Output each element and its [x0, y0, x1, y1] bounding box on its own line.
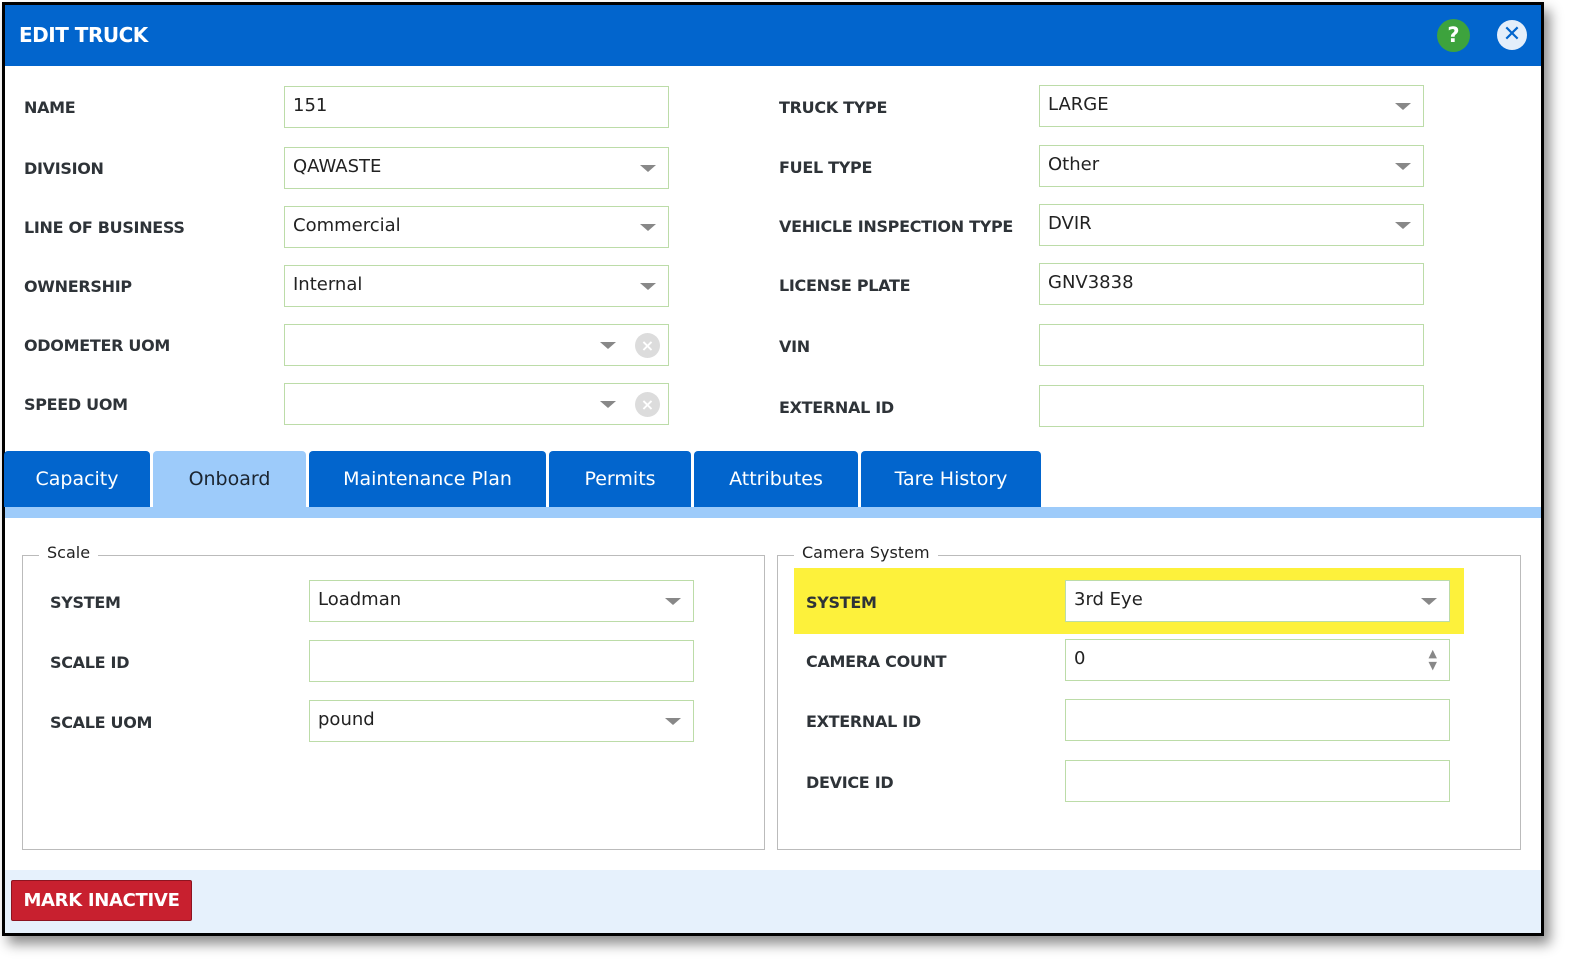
mark-inactive-button[interactable]: MARK INACTIVE	[11, 880, 192, 921]
chevron-down-icon[interactable]	[1421, 598, 1437, 605]
device-id-input[interactable]	[1065, 760, 1450, 802]
chevron-down-icon[interactable]	[640, 165, 656, 172]
field-value: Other	[1048, 154, 1100, 175]
line-of-business-label: LINE OF BUSINESS	[24, 218, 185, 237]
tab-attributes[interactable]: Attributes	[694, 451, 858, 507]
fuel-type-label: FUEL TYPE	[779, 158, 873, 177]
chevron-down-icon[interactable]	[1395, 163, 1411, 170]
truck-type-label: TRUCK TYPE	[779, 98, 888, 117]
scale-uom-label: SCALE UOM	[50, 713, 153, 732]
chevron-down-icon[interactable]	[640, 224, 656, 231]
tab-tare-history[interactable]: Tare History	[861, 451, 1041, 507]
field-value: Commercial	[293, 215, 401, 236]
system-select[interactable]: 3rd Eye	[1065, 580, 1450, 622]
dialog-footer: MARK INACTIVE	[5, 870, 1541, 933]
ownership-select[interactable]: Internal	[284, 265, 669, 307]
scale-legend: Scale	[39, 543, 99, 562]
scale-id-label: SCALE ID	[50, 653, 130, 672]
field-value: pound	[318, 709, 375, 730]
division-label: DIVISION	[24, 159, 104, 178]
line-of-business-select[interactable]: Commercial	[284, 206, 669, 248]
chevron-down-icon[interactable]	[600, 401, 616, 408]
close-icon[interactable]: ✕	[1497, 20, 1527, 50]
field-value: QAWASTE	[293, 156, 382, 177]
truck-type-select[interactable]: LARGE	[1039, 85, 1424, 127]
chevron-down-icon[interactable]	[1395, 222, 1411, 229]
scale-id-input[interactable]	[309, 640, 694, 682]
tab-permits[interactable]: Permits	[549, 451, 691, 507]
scale-fieldset: Scale	[22, 543, 765, 850]
external-id-label: EXTERNAL ID	[806, 712, 921, 731]
chevron-down-icon[interactable]	[600, 342, 616, 349]
name-label: NAME	[24, 98, 76, 117]
device-id-label: DEVICE ID	[806, 773, 894, 792]
camera-count-input[interactable]: 0 ▲ ▼	[1065, 639, 1450, 681]
license-plate-label: LICENSE PLATE	[779, 276, 911, 295]
tab-bar-underline	[5, 507, 1541, 518]
external-id-input[interactable]	[1065, 699, 1450, 741]
field-value: 3rd Eye	[1074, 589, 1143, 610]
odometer-uom-label: ODOMETER UOM	[24, 336, 170, 355]
tab-onboard[interactable]: Onboard	[153, 451, 306, 507]
field-value: LARGE	[1048, 94, 1109, 115]
system-select[interactable]: Loadman	[309, 580, 694, 622]
field-value: Loadman	[318, 589, 402, 610]
speed-uom-select[interactable]: ×	[284, 383, 669, 425]
fuel-type-select[interactable]: Other	[1039, 145, 1424, 187]
vehicle-inspection-type-label: VEHICLE INSPECTION TYPE	[779, 217, 1014, 236]
edit-truck-dialog: EDIT TRUCK ? ✕ Scale Camera System MARK …	[2, 2, 1544, 936]
field-value: Internal	[293, 274, 363, 295]
camera-legend: Camera System	[794, 543, 938, 562]
system-label: SYSTEM	[806, 593, 877, 612]
license-plate-input[interactable]: GNV3838	[1039, 263, 1424, 305]
vehicle-inspection-type-select[interactable]: DVIR	[1039, 204, 1424, 246]
system-label: SYSTEM	[50, 593, 121, 612]
division-select[interactable]: QAWASTE	[284, 147, 669, 189]
tab-maintenance-plan[interactable]: Maintenance Plan	[309, 451, 546, 507]
odometer-uom-select[interactable]: ×	[284, 324, 669, 366]
chevron-down-icon[interactable]	[665, 598, 681, 605]
vin-input[interactable]	[1039, 324, 1424, 366]
clear-icon[interactable]: ×	[635, 333, 660, 358]
external-id-label: EXTERNAL ID	[779, 398, 894, 417]
field-value: 151	[293, 95, 328, 116]
vin-label: VIN	[779, 337, 810, 356]
scale-uom-select[interactable]: pound	[309, 700, 694, 742]
tab-capacity[interactable]: Capacity	[4, 451, 150, 507]
speed-uom-label: SPEED UOM	[24, 395, 128, 414]
field-value: DVIR	[1048, 213, 1092, 234]
help-icon[interactable]: ?	[1437, 19, 1470, 52]
external-id-input[interactable]	[1039, 385, 1424, 427]
ownership-label: OWNERSHIP	[24, 277, 132, 296]
stepper-icon[interactable]: ▲ ▼	[1428, 647, 1437, 672]
dialog-title: EDIT TRUCK	[19, 23, 148, 47]
clear-icon[interactable]: ×	[635, 392, 660, 417]
dialog-header: EDIT TRUCK ? ✕	[5, 5, 1541, 66]
chevron-down-icon[interactable]	[665, 718, 681, 725]
chevron-down-icon[interactable]	[1395, 103, 1411, 110]
chevron-down-icon[interactable]	[640, 283, 656, 290]
field-value: GNV3838	[1048, 272, 1134, 293]
name-input[interactable]: 151	[284, 86, 669, 128]
field-value: 0	[1074, 648, 1086, 669]
camera-fieldset: Camera System	[777, 543, 1521, 850]
camera-count-label: CAMERA COUNT	[806, 652, 947, 671]
